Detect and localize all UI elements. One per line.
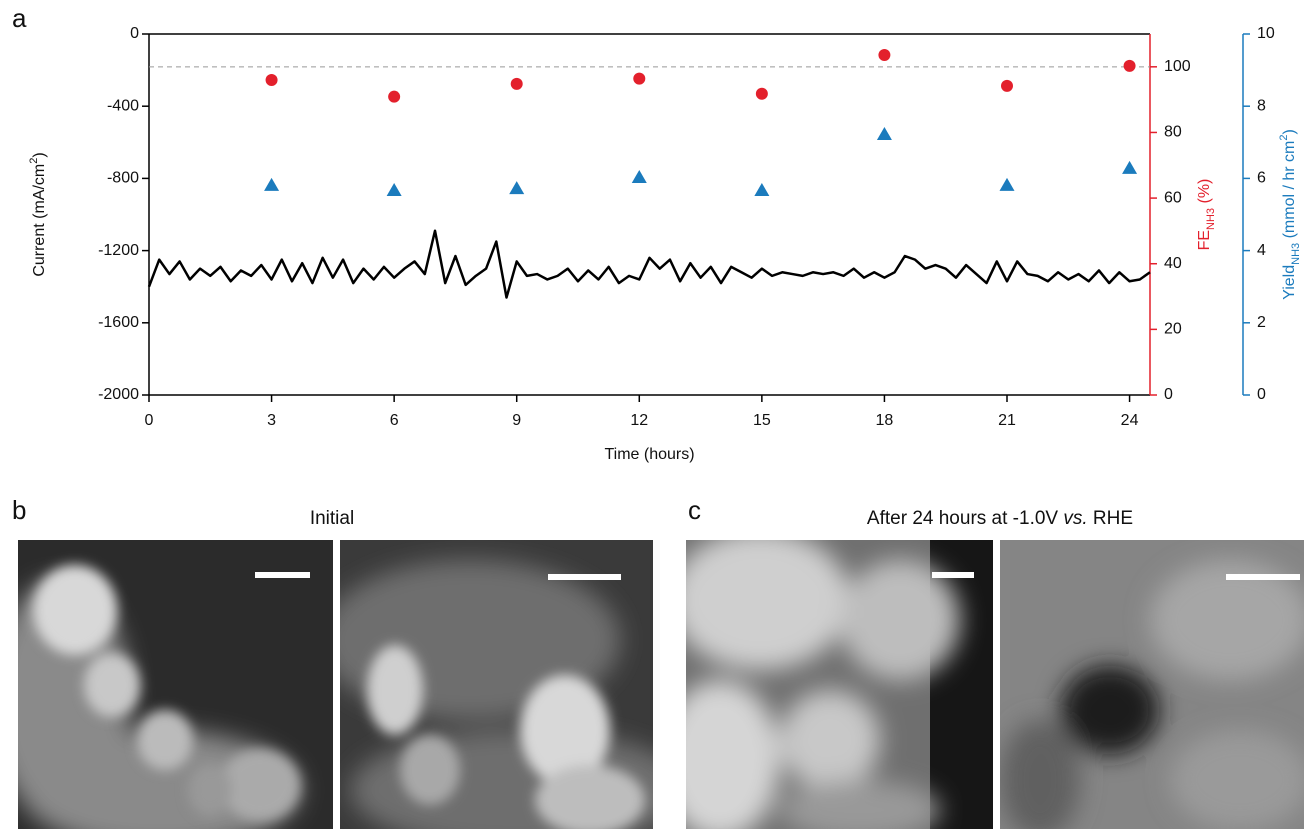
micrograph bbox=[18, 540, 333, 829]
y3-tick-label: 0 bbox=[1257, 386, 1266, 403]
fe-marker bbox=[388, 90, 401, 103]
axis-label: FENH3 (%) bbox=[1196, 179, 1217, 251]
axis-label-part: 2 bbox=[1278, 134, 1290, 140]
panel-label: c bbox=[688, 495, 701, 525]
x-tick-label: 6 bbox=[390, 412, 399, 429]
yield-marker bbox=[509, 181, 525, 195]
y-tick-label: -800 bbox=[107, 170, 139, 187]
x-axis-label: Time (hours) bbox=[604, 446, 694, 463]
fe-marker bbox=[633, 72, 646, 85]
fe-marker bbox=[265, 73, 278, 86]
yield-marker bbox=[999, 177, 1015, 191]
x-tick-label: 15 bbox=[753, 412, 771, 429]
title-part: After 24 hours at -1.0V bbox=[867, 508, 1063, 529]
title-part: vs. bbox=[1063, 508, 1087, 529]
yield-marker bbox=[876, 126, 892, 140]
fe-marker bbox=[510, 77, 523, 90]
axis-label-part: NH3 bbox=[1205, 208, 1217, 230]
y2-tick-label: 20 bbox=[1164, 321, 1182, 338]
y-tick-label: 0 bbox=[130, 25, 139, 42]
axis-label-part: ) bbox=[1281, 129, 1298, 134]
current-line bbox=[147, 229, 1151, 299]
y3-tick-label: 8 bbox=[1257, 97, 1266, 114]
axis-label-part: (mmol / hr cm bbox=[1281, 141, 1298, 243]
fe-marker bbox=[1123, 59, 1136, 72]
yield-marker bbox=[1122, 160, 1138, 174]
y-tick-label: -1600 bbox=[98, 314, 139, 331]
x-tick-label: 18 bbox=[876, 412, 894, 429]
yield-marker bbox=[386, 182, 402, 196]
y-tick-label: -2000 bbox=[98, 386, 139, 403]
y2-tick-label: 40 bbox=[1164, 255, 1182, 272]
panel-title: Initial bbox=[310, 508, 354, 529]
panel-label: a bbox=[12, 3, 27, 33]
y2-tick-label: 60 bbox=[1164, 189, 1182, 206]
y3-tick-label: 4 bbox=[1257, 242, 1266, 259]
y2-tick-label: 0 bbox=[1164, 386, 1173, 403]
axis-label-part: FE bbox=[1196, 230, 1213, 250]
fe-marker bbox=[878, 49, 891, 62]
axis-label: Current (mA/cm2) bbox=[28, 152, 48, 276]
micrograph bbox=[1000, 540, 1304, 829]
fe-marker bbox=[755, 87, 768, 100]
axis-label-part: (%) bbox=[1196, 179, 1213, 208]
yield-marker bbox=[754, 182, 770, 196]
axis-label-part: NH3 bbox=[1290, 243, 1302, 265]
panel-label: b bbox=[12, 495, 26, 525]
y2-tick-label: 80 bbox=[1164, 124, 1182, 141]
x-tick-label: 0 bbox=[145, 412, 154, 429]
axis-label: YieldNH3 (mmol / hr cm2) bbox=[1278, 129, 1302, 300]
y-tick-label: -400 bbox=[107, 97, 139, 114]
panel-title: After 24 hours at -1.0V vs. RHE bbox=[867, 508, 1133, 529]
y-tick-label: -1200 bbox=[98, 242, 139, 259]
axis-label-part: 2 bbox=[28, 158, 40, 164]
title-part: RHE bbox=[1088, 508, 1133, 529]
chart: 0 3 6 9 12 15 18 21 24-2000-1600-1200-800-400002… bbox=[28, 25, 1302, 463]
x-tick-label: 3 bbox=[267, 412, 276, 429]
x-tick-label: 9 bbox=[512, 412, 521, 429]
x-tick-label: 21 bbox=[998, 412, 1016, 429]
y3-tick-label: 2 bbox=[1257, 314, 1266, 331]
micrograph bbox=[686, 540, 993, 829]
yield-marker bbox=[264, 177, 280, 191]
fe-marker bbox=[1001, 79, 1013, 92]
micrograph bbox=[340, 540, 653, 829]
axis-label-part: Current (mA/cm bbox=[31, 164, 48, 277]
y3-tick-label: 6 bbox=[1257, 170, 1266, 187]
x-tick-label: 12 bbox=[630, 412, 648, 429]
axis-label-part: Yield bbox=[1281, 265, 1298, 300]
yield-marker bbox=[631, 169, 647, 183]
x-tick-label: 24 bbox=[1121, 412, 1139, 429]
y3-tick-label: 10 bbox=[1257, 25, 1275, 42]
y2-tick-label: 100 bbox=[1164, 58, 1191, 75]
axis-label-part: ) bbox=[31, 152, 48, 157]
